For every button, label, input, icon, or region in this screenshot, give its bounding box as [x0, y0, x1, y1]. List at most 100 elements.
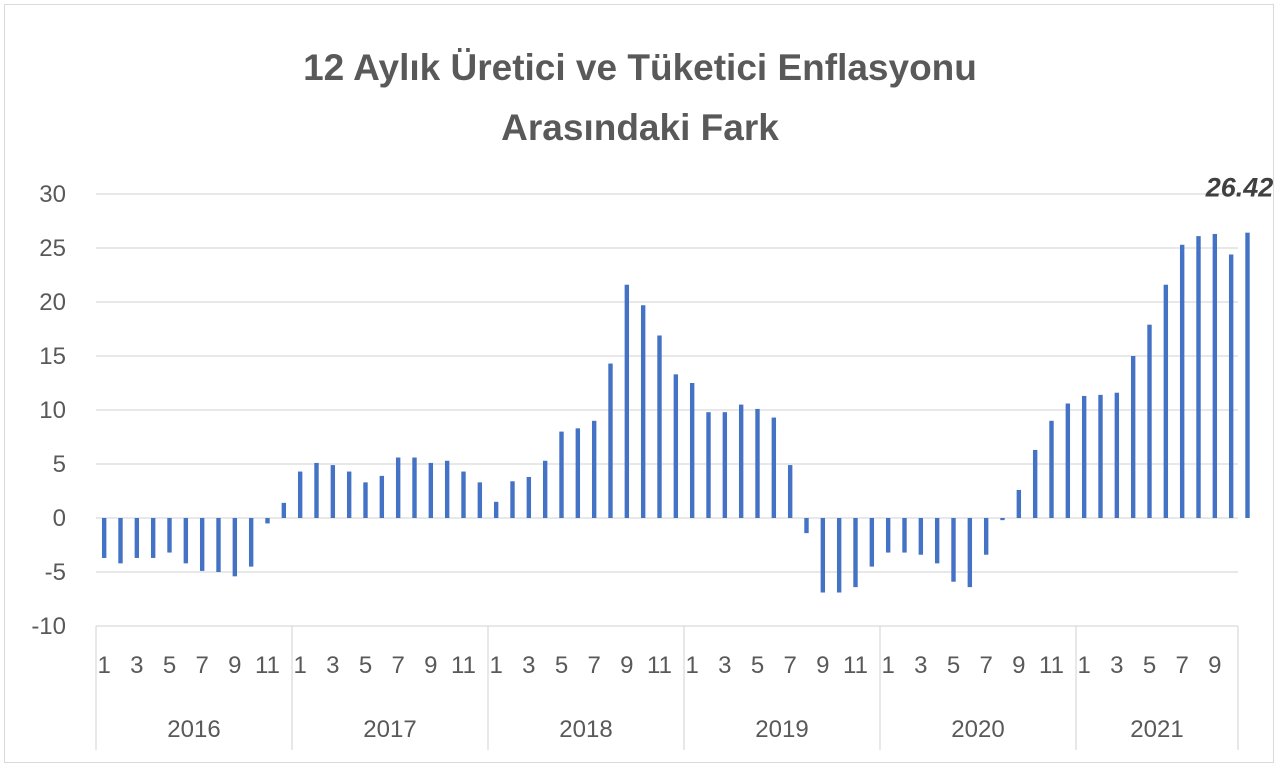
month-tick-label: 9	[424, 652, 437, 679]
bar-32	[624, 284, 630, 518]
bar-55	[1000, 518, 1005, 521]
month-tick-label: 5	[751, 652, 764, 679]
bar-34	[657, 335, 662, 518]
bar-65	[1163, 284, 1169, 518]
month-tick-label: 3	[326, 652, 339, 679]
bar-68	[1212, 233, 1218, 518]
bar-13	[314, 462, 319, 518]
month-tick-label: 9	[1012, 652, 1025, 679]
bar-33	[640, 305, 646, 518]
y-tick-label-1: 25	[39, 235, 66, 262]
bar-58	[1049, 420, 1054, 518]
bar-8	[232, 518, 238, 577]
chart-frame	[4, 4, 1274, 763]
month-tick-label: 9	[228, 652, 241, 679]
month-tick-label: 9	[620, 652, 633, 679]
bar-10	[265, 518, 270, 524]
bar-40	[755, 408, 760, 518]
bar-15	[346, 471, 352, 518]
month-tick-label: 9	[1208, 652, 1221, 679]
bar-70	[1245, 232, 1250, 518]
bar-25	[510, 481, 515, 518]
bar-46	[853, 518, 858, 588]
chart-title-line-1: 12 Aylık Üretici ve Tüketici Enflasyonu	[303, 47, 977, 88]
bar-41	[771, 417, 777, 518]
bar-52	[951, 518, 956, 582]
bar-23	[477, 482, 483, 518]
bar-27	[542, 460, 548, 518]
bar-17	[379, 475, 385, 518]
month-tick-label: 7	[783, 652, 796, 679]
month-tick-label: 5	[555, 652, 568, 679]
bar-42	[787, 465, 793, 518]
bar-69	[1228, 254, 1234, 519]
data-label-last: 26.42	[1205, 173, 1274, 203]
month-tick-label: 3	[130, 652, 143, 679]
month-tick-label: 1	[1077, 652, 1090, 679]
bar-30	[591, 420, 597, 518]
bar-16	[363, 482, 368, 518]
bar-4	[167, 518, 172, 553]
month-tick-label: 11	[647, 652, 672, 679]
bar-47	[869, 518, 875, 567]
bar-48	[885, 518, 891, 553]
y-tick-label-5: 5	[53, 451, 66, 478]
bar-21	[444, 460, 450, 518]
month-tick-label: 9	[816, 652, 829, 679]
bar-12	[297, 471, 303, 518]
month-tick-label: 1	[489, 652, 502, 679]
bar-67	[1196, 236, 1201, 518]
y-tick-label-7: -5	[45, 559, 66, 586]
bar-29	[575, 428, 581, 518]
month-tick-label: 5	[947, 652, 960, 679]
month-tick-label: 7	[587, 652, 600, 679]
y-axis-tick-labels: 30 25 20 15 10 5 0 -5 -10	[31, 181, 66, 640]
year-label-2021: 2021	[1130, 716, 1183, 743]
bar-14	[330, 465, 336, 518]
bar-20	[428, 462, 434, 518]
y-tick-label-2: 20	[39, 289, 66, 316]
bar-45	[836, 518, 842, 593]
year-label-2017: 2017	[363, 716, 416, 743]
chart-title-line-2: Arasındaki Fark	[501, 107, 779, 148]
y-tick-label-3: 15	[39, 343, 66, 370]
month-tick-label: 7	[391, 652, 404, 679]
bar-9	[248, 518, 254, 567]
y-tick-label-0: 30	[39, 181, 66, 208]
bar-1	[118, 518, 123, 564]
bar-5	[183, 518, 189, 564]
bar-22	[461, 471, 466, 518]
annotations: 26.42	[1205, 173, 1274, 203]
month-tick-label: 11	[1039, 652, 1064, 679]
bar-54	[983, 518, 989, 555]
bar-43	[804, 518, 809, 534]
bar-31	[608, 363, 613, 518]
bar-37	[706, 412, 711, 518]
bar-7	[216, 518, 221, 572]
bars	[101, 232, 1250, 593]
bar-59	[1065, 403, 1071, 518]
bar-18	[395, 457, 401, 518]
month-tick-label: 11	[451, 652, 476, 679]
y-tick-label-8: -10	[31, 613, 66, 640]
bar-62	[1114, 392, 1120, 518]
month-tick-label: 1	[97, 652, 110, 679]
bar-26	[526, 476, 532, 518]
month-tick-label: 11	[843, 652, 868, 679]
year-label-2016: 2016	[167, 716, 220, 743]
bar-61	[1098, 394, 1103, 518]
month-tick-label: 3	[718, 652, 731, 679]
month-tick-label: 1	[881, 652, 894, 679]
bar-19	[412, 457, 417, 518]
bar-3	[150, 518, 156, 558]
bar-44	[820, 518, 826, 593]
month-tick-label: 5	[359, 652, 372, 679]
bar-2	[134, 518, 140, 558]
bar-36	[689, 383, 695, 518]
gridlines	[96, 193, 1238, 627]
month-tick-label: 1	[293, 652, 306, 679]
month-tick-label: 1	[685, 652, 698, 679]
bar-64	[1147, 324, 1152, 518]
month-tick-label: 7	[979, 652, 992, 679]
